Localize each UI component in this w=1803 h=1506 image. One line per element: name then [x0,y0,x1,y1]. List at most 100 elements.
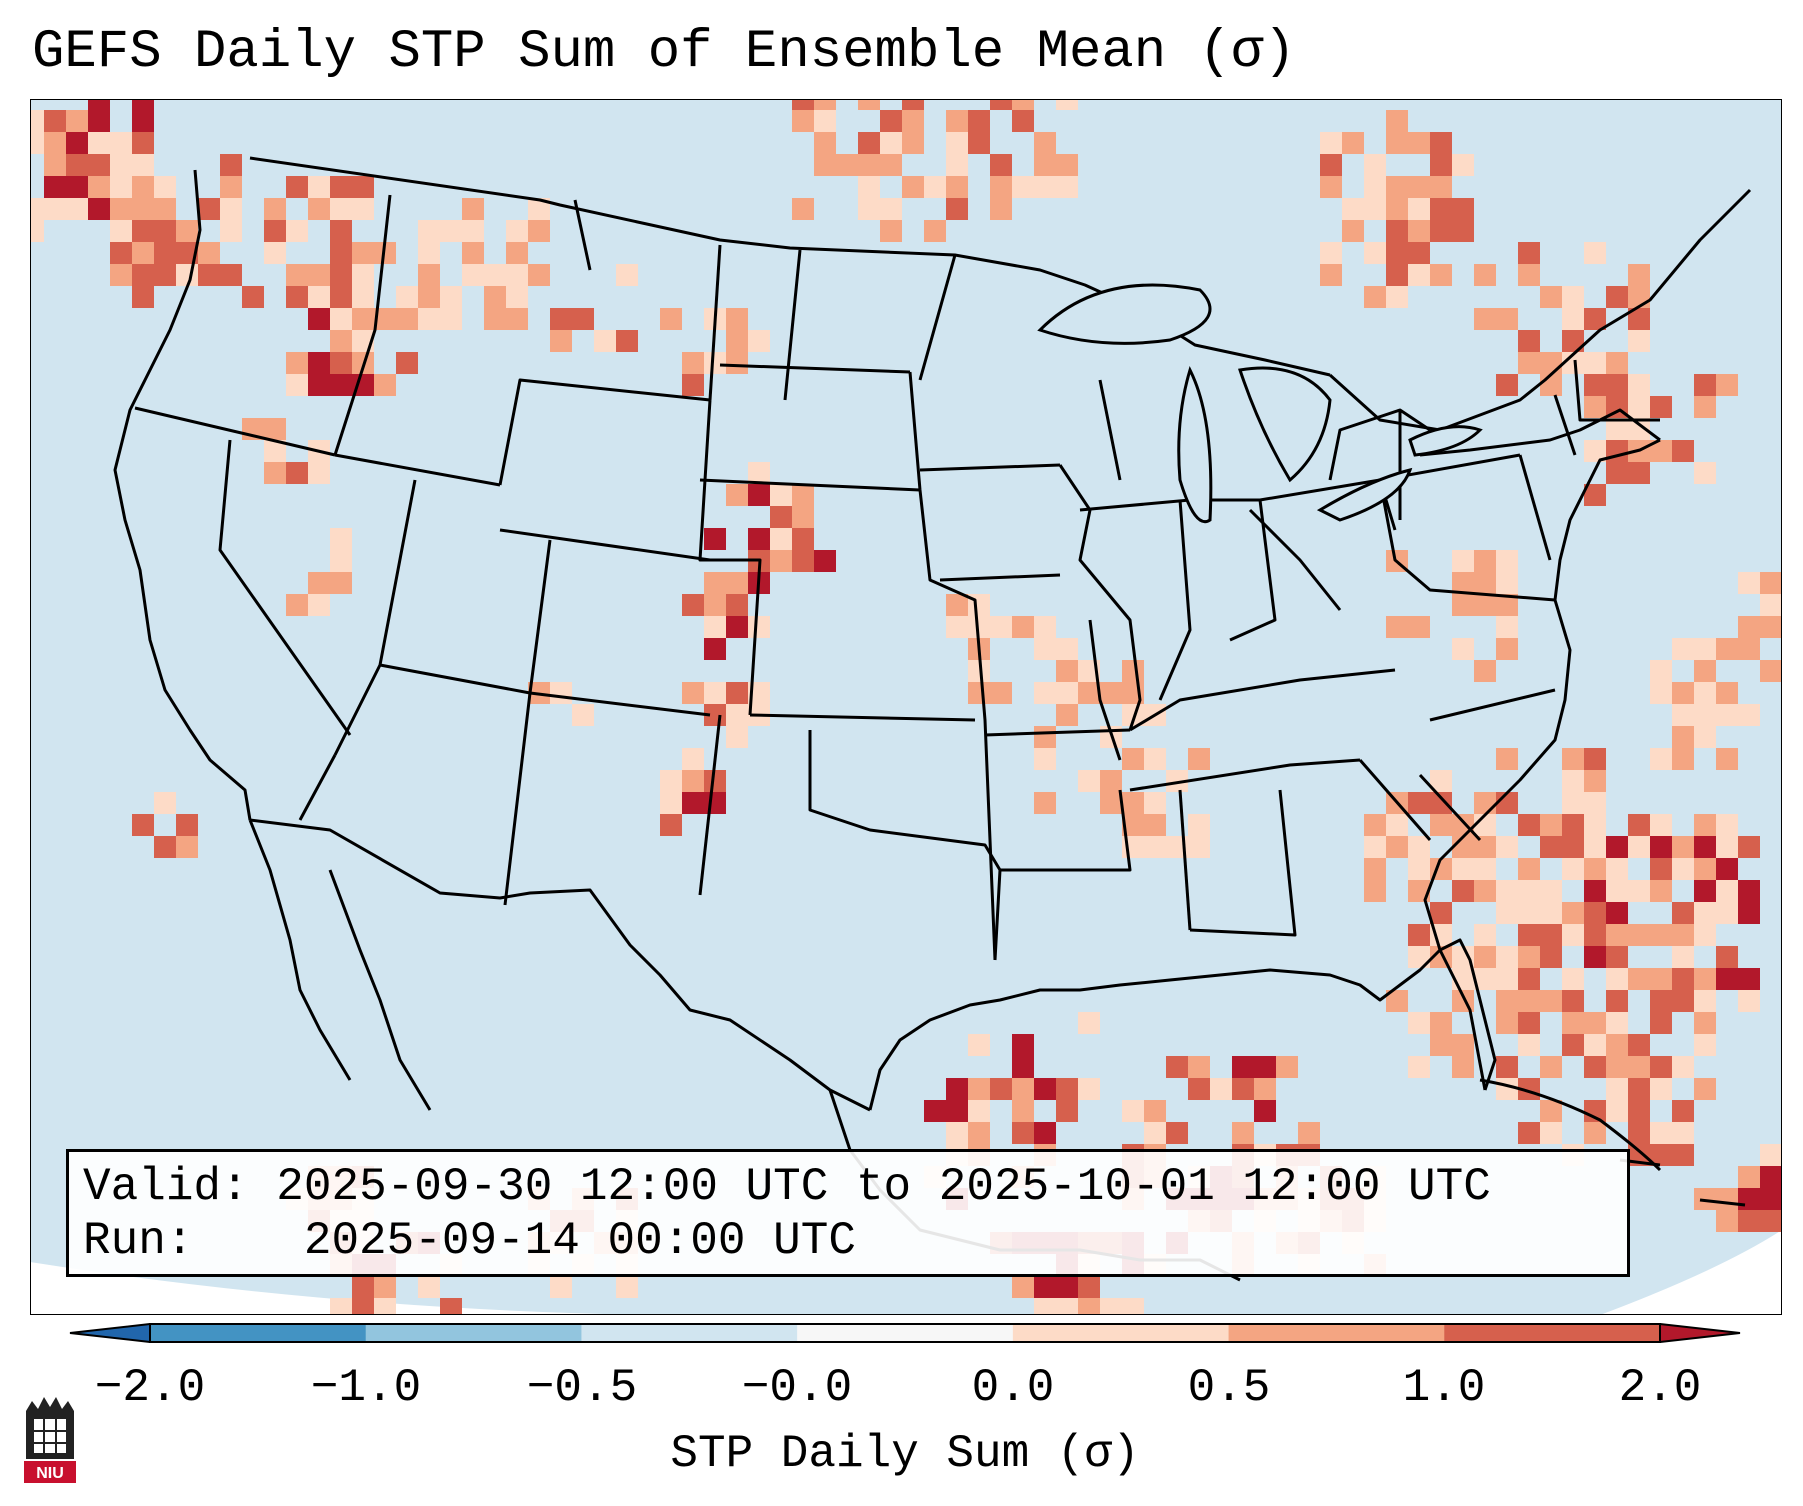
anomaly-cell [968,1034,990,1056]
anomaly-cell [1364,154,1386,176]
anomaly-cell [990,176,1012,198]
anomaly-cell [1584,748,1606,770]
anomaly-cell [1430,198,1452,220]
anomaly-cell [1694,374,1716,396]
anomaly-cell [308,352,330,374]
stp-map [30,99,1782,1315]
anomaly-cell [1628,1034,1650,1056]
anomaly-cell [1408,242,1430,264]
anomaly-cell [1012,1078,1034,1100]
anomaly-cell [396,352,418,374]
anomaly-cell [330,286,352,308]
anomaly-cell [1562,814,1584,836]
anomaly-cell [1364,176,1386,198]
anomaly-cell [1584,836,1606,858]
anomaly-cell [704,792,726,814]
anomaly-cell [1100,682,1122,704]
anomaly-cell [132,110,154,132]
anomaly-cell [1012,1056,1034,1078]
anomaly-cell [1650,440,1672,462]
anomaly-cell [1386,286,1408,308]
anomaly-cell [880,154,902,176]
anomaly-cell [1628,308,1650,330]
anomaly-cell [1584,308,1606,330]
anomaly-cell [66,176,88,198]
anomaly-cell [1716,1210,1738,1232]
anomaly-cell [1276,1056,1298,1078]
colorbar-tick-label: 0.0 [971,1362,1055,1414]
anomaly-cell [1034,726,1056,748]
anomaly-cell [1320,154,1342,176]
anomaly-cell [1122,1298,1144,1315]
anomaly-cell [682,748,704,770]
anomaly-cell [1606,462,1628,484]
anomaly-cell [1760,616,1782,638]
anomaly-cell [726,330,748,352]
anomaly-cell [1694,660,1716,682]
anomaly-cell [1562,1012,1584,1034]
anomaly-cell [1386,220,1408,242]
anomaly-cell [1606,1100,1628,1122]
anomaly-cell [220,198,242,220]
anomaly-cell [1012,1100,1034,1122]
anomaly-cell [374,308,396,330]
anomaly-cell [968,682,990,704]
anomaly-cell [242,286,264,308]
anomaly-cell [352,1298,374,1315]
anomaly-cell [1474,264,1496,286]
anomaly-cell [1320,176,1342,198]
anomaly-cell [264,440,286,462]
anomaly-cell [198,264,220,286]
anomaly-cell [220,154,242,176]
anomaly-cell [1430,924,1452,946]
anomaly-cell [1408,616,1430,638]
anomaly-cell [1606,286,1628,308]
anomaly-cell [66,110,88,132]
anomaly-cell [30,198,44,220]
anomaly-cell [1518,814,1540,836]
anomaly-cell [1408,924,1430,946]
anomaly-cell [1650,396,1672,418]
anomaly-cell [1034,176,1056,198]
anomaly-cell [1650,924,1672,946]
anomaly-cell [1430,814,1452,836]
anomaly-cell [330,330,352,352]
anomaly-cell [308,462,330,484]
anomaly-cell [1078,1012,1100,1034]
anomaly-cell [1716,814,1738,836]
anomaly-cell [726,682,748,704]
run-value: 2025-09-14 00:00 UTC [303,1215,856,1267]
anomaly-cell [132,242,154,264]
anomaly-cell [1518,880,1540,902]
anomaly-cell [1694,1034,1716,1056]
anomaly-cell [814,110,836,132]
anomaly-cell [1606,924,1628,946]
valid-run-info-box: Valid: 2025-09-30 12:00 UTC to 2025-10-0… [66,1149,1630,1277]
anomaly-cell [1056,1298,1078,1315]
anomaly-cell [1474,880,1496,902]
anomaly-cell [1738,880,1760,902]
anomaly-cell [286,352,308,374]
anomaly-cell [572,704,594,726]
anomaly-cell [1672,1100,1694,1122]
anomaly-cell [1254,1100,1276,1122]
anomaly-cell [286,594,308,616]
anomaly-cell [1716,1188,1738,1210]
anomaly-cell [1650,660,1672,682]
anomaly-cell [1122,704,1144,726]
anomaly-cell [1628,836,1650,858]
colorbar-tick-label: −2.0 [94,1362,206,1414]
anomaly-cell [1760,660,1782,682]
anomaly-cell [1650,990,1672,1012]
anomaly-cell [946,176,968,198]
anomaly-cell [1254,1056,1276,1078]
anomaly-cell [396,286,418,308]
anomaly-cell [704,638,726,660]
anomaly-cell [330,176,352,198]
anomaly-cell [682,352,704,374]
anomaly-cell [1584,396,1606,418]
anomaly-cell [1760,1144,1782,1166]
anomaly-cell [220,220,242,242]
anomaly-cell [1606,902,1628,924]
anomaly-cell [990,616,1012,638]
